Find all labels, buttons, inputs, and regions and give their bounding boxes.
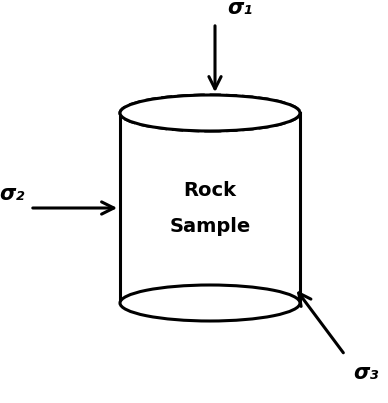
Ellipse shape <box>120 285 300 321</box>
Text: σ₁: σ₁ <box>227 0 252 18</box>
Text: σ₃: σ₃ <box>353 363 378 383</box>
Ellipse shape <box>120 95 300 131</box>
Text: Rock: Rock <box>184 181 237 199</box>
Ellipse shape <box>120 95 300 131</box>
Bar <box>120 113 300 303</box>
Text: Sample: Sample <box>170 216 251 235</box>
Text: σ₂: σ₂ <box>0 184 25 204</box>
